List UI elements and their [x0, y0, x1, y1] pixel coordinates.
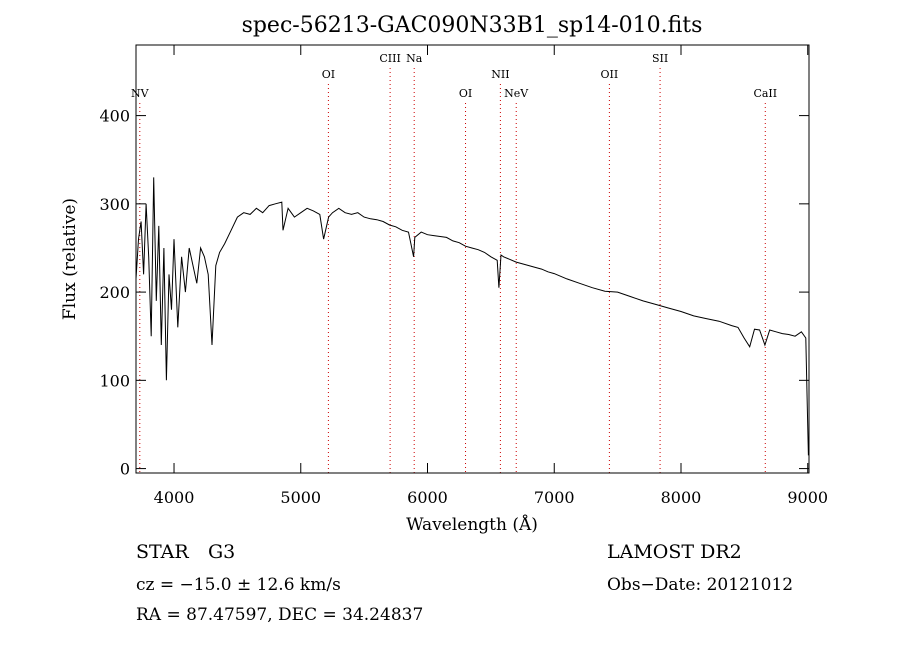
obs-date: Obs−Date: 20121012 — [607, 575, 793, 595]
x-tick-label: 8000 — [661, 488, 702, 507]
plot-frame — [135, 44, 810, 474]
x-axis-label: Wavelength (Å) — [406, 514, 538, 535]
x-axis-ticks: 4000 5000 6000 7000 8000 9000 — [154, 45, 828, 507]
x-tick-label: 4000 — [154, 488, 195, 507]
coordinates-readout: RA = 87.47597, DEC = 34.24837 — [136, 605, 423, 625]
x-tick-label: 7000 — [534, 488, 575, 507]
y-tick-label: 0 — [120, 460, 130, 479]
chart-title: spec-56213-GAC090N33B1_sp14-010.fits — [242, 13, 703, 38]
survey-name: LAMOST DR2 — [607, 541, 742, 563]
y-tick-label: 100 — [99, 371, 130, 390]
y-axis-ticks: 0 100 200 300 400 — [99, 107, 809, 479]
y-tick-label: 400 — [99, 107, 130, 126]
x-tick-label: 6000 — [407, 488, 448, 507]
x-tick-label: 9000 — [787, 488, 828, 507]
object-class: STAR — [136, 541, 189, 563]
spectral-line-label: OI — [459, 87, 472, 100]
y-tick-label: 300 — [99, 195, 130, 214]
spectral-line-label: Na — [406, 52, 423, 65]
spectral-line-label: NII — [491, 68, 509, 81]
velocity-readout: cz = −15.0 ± 12.6 km/s — [136, 575, 341, 595]
spectrum-series — [135, 177, 809, 456]
object-subclass: G3 — [208, 541, 235, 563]
spectral-line-label: OI — [322, 68, 335, 81]
spectral-line-label: CIII — [379, 52, 400, 65]
spectral-line-label: SII — [652, 52, 668, 65]
spectral-line-label: CaII — [753, 87, 777, 100]
spectral-line-label: NeV — [504, 87, 529, 100]
spectral-line-label: NV — [131, 87, 150, 100]
x-tick-label: 5000 — [280, 488, 321, 507]
spectral-line-label: OII — [601, 68, 619, 81]
y-axis-label: Flux (relative) — [60, 198, 80, 320]
y-tick-label: 200 — [99, 283, 130, 302]
spectral-line-markers: NV OI CIII Na OI NII NeV OII SII CaII — [131, 52, 777, 473]
spectrum-line — [135, 177, 809, 456]
